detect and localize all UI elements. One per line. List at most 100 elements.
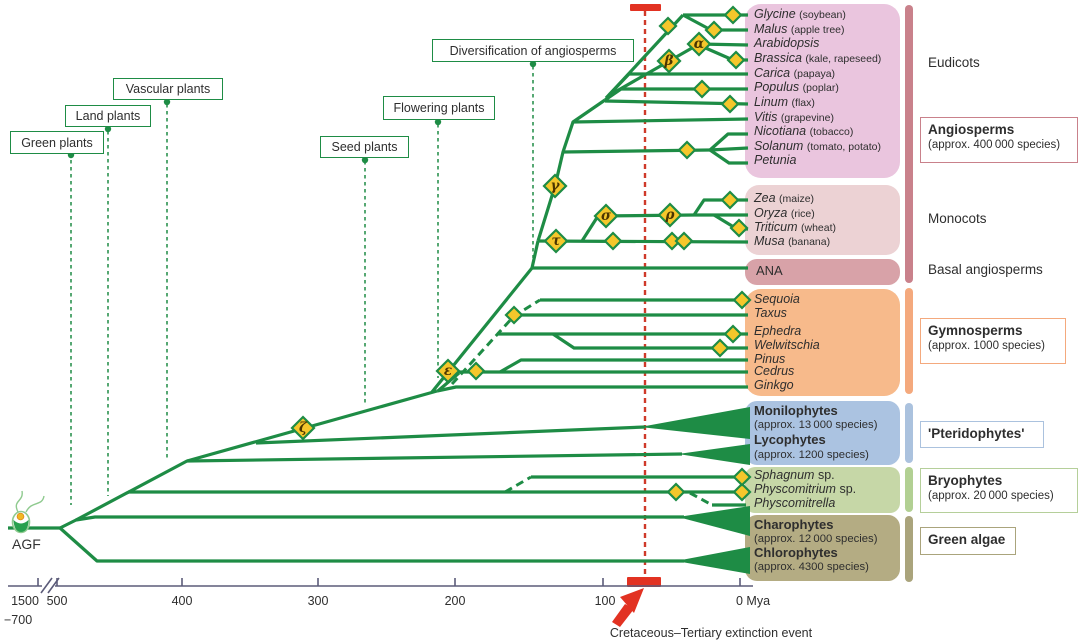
species-row: Zea (maize)	[754, 191, 815, 205]
species-row: Glycine (soybean)	[754, 7, 846, 21]
wgd-rho: ρ	[665, 207, 675, 223]
group-count: (approx. 1200 species)	[754, 449, 869, 461]
axis-break-slash	[47, 577, 60, 594]
milestone-label: Flowering plants	[393, 101, 485, 115]
label-pteridophytes: 'Pteridophytes'	[920, 421, 1044, 448]
wgd-sigma: σ	[601, 208, 611, 224]
clade-triangles	[640, 407, 750, 574]
group-name: Charophytes	[754, 517, 834, 532]
pteridophytes-bar	[905, 403, 913, 463]
species-row: Carica (papaya)	[754, 66, 836, 80]
agf-label: AGF	[12, 536, 41, 552]
axis-tick-label: 200	[444, 594, 466, 608]
extinction-arrow-tail	[612, 604, 634, 627]
milestone-label: Green plants	[21, 135, 93, 150]
axis-minus700-label: −700	[4, 613, 33, 627]
species-row: Linum (flax)	[754, 95, 815, 109]
label-bryophytes: Bryophytes (approx. 20 000 species)	[920, 468, 1078, 513]
milestone-guides	[67, 60, 537, 505]
species-row: Taxus	[754, 306, 787, 320]
axis-tick-label: 300	[307, 594, 329, 608]
wgd-diamonds	[290, 5, 752, 502]
species-row: Physcomitrella	[754, 496, 836, 510]
axis-zero-label: 0 Mya	[736, 594, 771, 608]
group-name: Chlorophytes	[754, 545, 838, 560]
milestone-seed-plants: Seed plants	[320, 136, 409, 158]
species-row: Welwitschia	[754, 338, 820, 352]
label-eudicots: Eudicots	[928, 55, 980, 70]
label-angiosperms: Angiosperms (approx. 400 000 species)	[920, 117, 1078, 163]
bryophytes-bar	[905, 467, 913, 512]
eudicots-box	[745, 4, 900, 178]
agf-cell-icon	[11, 490, 45, 534]
label-monocots: Monocots	[928, 211, 987, 226]
species-row: Ginkgo	[754, 378, 794, 392]
extinction-caption: Cretaceous–Tertiary extinction event	[609, 626, 813, 640]
group-name: Lycophytes	[754, 432, 826, 447]
species-row: Sequoia	[754, 292, 800, 306]
axis-tick-label: 100	[594, 594, 616, 608]
species-row: Vitis (grapevine)	[754, 110, 834, 124]
milestone-green-plants: Green plants	[10, 131, 104, 154]
milestone-label: Vascular plants	[125, 82, 211, 96]
milestone-land-plants: Land plants	[65, 105, 151, 127]
wgd-gamma: γ	[550, 178, 560, 194]
extinction-arrow-head	[620, 588, 644, 613]
pteridophytes-box	[745, 401, 900, 465]
species-row: Populus (poplar)	[754, 80, 839, 94]
group-count: (approx. 13 000 species)	[754, 419, 878, 431]
milestone-diversification: Diversification of angiosperms	[432, 39, 634, 62]
label-gymnosperms: Gymnosperms (approx. 1000 species)	[920, 318, 1066, 364]
group-count: (approx. 4300 species)	[754, 561, 869, 573]
monocots-box	[745, 185, 900, 255]
species-row: Arabidopsis	[754, 36, 820, 50]
axis-tick-label: 400	[171, 594, 193, 608]
milestone-label: Seed plants	[331, 140, 398, 154]
wgd-alpha: α	[693, 36, 705, 52]
species-row: Ephedra	[754, 324, 802, 338]
ana-label: ANA	[756, 263, 783, 278]
species-row: Sphagnum sp.	[754, 468, 835, 482]
milestone-label: Diversification of angiosperms	[449, 43, 617, 58]
wgd-zeta: ζ	[299, 420, 307, 436]
group-name: Monilophytes	[754, 403, 838, 418]
time-axis	[8, 577, 753, 594]
species-row: Cedrus	[754, 364, 795, 378]
axis-tick-label: 1500	[11, 594, 39, 608]
species-row: Solanum (tomato, potato)	[754, 139, 881, 153]
species-row: Triticum (wheat)	[754, 220, 837, 234]
group-count: (approx. 12 000 species)	[754, 533, 878, 545]
lycophytes-triangle	[678, 444, 750, 465]
angiosperms-bar	[905, 5, 913, 283]
axis-break-gap	[42, 581, 55, 591]
green-algae-box	[745, 515, 900, 581]
monilophytes-triangle	[640, 407, 750, 439]
milestone-label: Land plants	[75, 109, 141, 123]
species-row: Petunia	[754, 153, 797, 167]
species-row: Musa (banana)	[754, 234, 831, 248]
axis-tick-label: 500	[46, 594, 68, 608]
wgd-epsilon: ε	[443, 363, 453, 379]
extinction-event-marker	[612, 4, 661, 627]
species-row: Malus (apple tree)	[754, 22, 845, 36]
axis-break-slash	[40, 577, 53, 594]
wgd-beta: β	[664, 53, 674, 69]
species-row: Oryza (rice)	[754, 206, 815, 220]
bryophytes-box	[745, 467, 900, 513]
species-row: Pinus	[754, 352, 786, 366]
species-row: Physcomitrium sp.	[754, 482, 857, 496]
green-algae-bar	[905, 516, 913, 582]
wgd-tau: τ	[551, 233, 561, 249]
milestone-vascular-plants: Vascular plants	[113, 78, 223, 100]
species-row: Nicotiana (tobacco)	[754, 124, 854, 138]
species-row: Brassica (kale, rapeseed)	[754, 51, 882, 65]
label-green-algae: Green algae	[920, 527, 1016, 555]
label-basal-angiosperms: Basal angiosperms	[928, 262, 1043, 277]
charophytes-triangle	[678, 506, 750, 536]
milestone-flowering-plants: Flowering plants	[383, 96, 495, 120]
gymnosperms-box	[745, 289, 900, 396]
ana-box	[745, 259, 900, 285]
gymnosperms-bar	[905, 288, 913, 394]
